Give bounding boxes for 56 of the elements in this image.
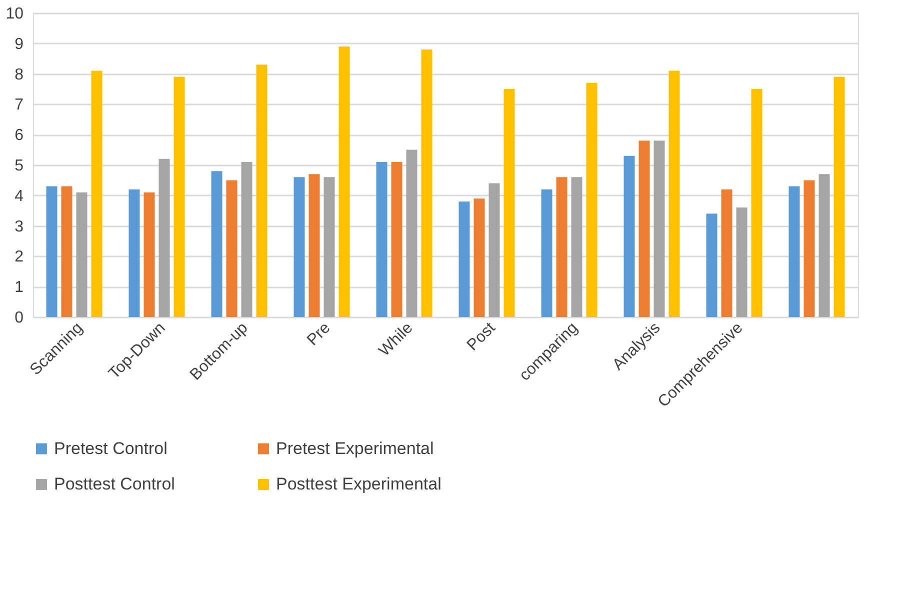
bar xyxy=(376,162,388,317)
bar xyxy=(211,171,222,317)
bar xyxy=(458,201,470,317)
y-tick-label: 0 xyxy=(14,310,24,326)
bar xyxy=(61,186,72,317)
bar xyxy=(834,76,845,317)
bar xyxy=(541,189,552,317)
bar xyxy=(324,177,335,317)
y-tick-label: 6 xyxy=(14,127,24,144)
bar xyxy=(654,140,665,317)
bar xyxy=(421,49,432,317)
bar xyxy=(144,192,155,317)
bar xyxy=(256,64,268,317)
y-tick-label: 1 xyxy=(14,279,24,296)
bar xyxy=(91,70,102,317)
bar xyxy=(804,180,815,317)
bar xyxy=(226,180,238,317)
y-tick-label: 7 xyxy=(14,96,24,114)
bar xyxy=(338,46,350,317)
bar xyxy=(736,208,748,317)
y-tick-label: 4 xyxy=(14,188,24,205)
bar xyxy=(128,189,140,317)
bar xyxy=(556,177,568,317)
y-tick-label: 3 xyxy=(14,218,24,236)
bar xyxy=(241,162,252,317)
bar xyxy=(406,150,418,317)
bar xyxy=(474,198,485,317)
y-tick-label: 10 xyxy=(6,6,24,22)
bar xyxy=(174,76,185,317)
bar xyxy=(46,186,58,317)
legend-label: Posttest Control xyxy=(54,474,175,494)
bar xyxy=(638,140,650,317)
bar xyxy=(504,89,515,317)
bar xyxy=(488,183,500,317)
y-tick-label: 9 xyxy=(14,36,24,53)
bar xyxy=(586,82,598,317)
bar xyxy=(668,70,680,317)
bar xyxy=(294,177,305,317)
y-tick-label: 2 xyxy=(14,248,24,266)
bar xyxy=(751,89,762,317)
bar xyxy=(624,156,635,317)
bar xyxy=(818,174,830,317)
legend-label: Posttest Experimental xyxy=(276,474,442,494)
y-tick-label: 5 xyxy=(14,158,24,174)
legend-label: Pretest Experimental xyxy=(276,438,434,458)
bar xyxy=(788,186,800,317)
bar xyxy=(76,192,88,317)
bar xyxy=(158,158,170,317)
bar xyxy=(308,174,320,317)
bar xyxy=(391,162,402,317)
bar xyxy=(721,189,732,317)
bar xyxy=(706,214,718,317)
legend-label: Pretest Control xyxy=(54,438,168,458)
y-tick-label: 8 xyxy=(14,66,24,84)
bar xyxy=(571,177,582,317)
x-tick-label: Pre xyxy=(304,319,334,350)
